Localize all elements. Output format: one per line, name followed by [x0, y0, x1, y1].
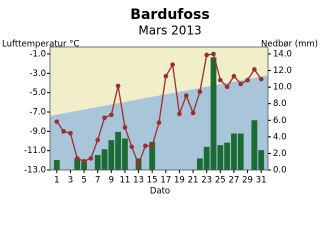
x-tick-label: 1	[54, 176, 59, 186]
chart: Bardufoss Mars 2013 Lufttemperatur °C Ne…	[2, 7, 318, 197]
bar	[196, 158, 203, 170]
marker	[129, 144, 135, 150]
y2-tick-label: 6.0	[273, 116, 287, 126]
marker	[211, 51, 216, 57]
y-tick-label: -1.0	[29, 50, 46, 60]
marker	[156, 120, 162, 125]
marker	[258, 76, 264, 82]
marker	[136, 161, 141, 167]
bar	[81, 161, 87, 170]
chart-subtitle: Mars 2013	[138, 24, 201, 38]
marker	[68, 130, 73, 136]
y-tick-label: -11.0	[24, 146, 46, 156]
marker	[197, 89, 203, 94]
marker	[54, 119, 60, 124]
y2-tick-label: 12.0	[273, 66, 292, 76]
chart-title: Bardufoss	[130, 7, 209, 23]
marker	[231, 73, 237, 79]
y-tick-label: -5.0	[29, 88, 46, 98]
x-tick-label: 3	[68, 176, 73, 186]
marker	[115, 83, 121, 89]
y-axis-label: Lufttemperatur °C	[2, 40, 79, 50]
marker	[122, 125, 128, 130]
x-tick-label: 21	[188, 176, 199, 186]
marker	[183, 93, 189, 98]
x-tick-label: 31	[256, 176, 267, 186]
marker	[149, 143, 155, 149]
y2-axis-label: Nedbør (mm)	[261, 40, 318, 50]
plot-frame	[49, 46, 269, 171]
x-tick-label: 19	[174, 176, 185, 186]
marker	[177, 111, 182, 117]
x-tick-label: 27	[229, 176, 240, 186]
marker	[224, 84, 230, 90]
y-tick-label: -7.0	[29, 108, 46, 118]
bar	[237, 133, 244, 170]
y-tick-label: -13.0	[24, 166, 46, 176]
x-tick-label: 9	[109, 176, 114, 186]
bar	[74, 158, 81, 170]
x-tick-label: 23	[201, 176, 212, 186]
x-tick-label: 7	[95, 176, 100, 186]
y2-tick-label: 0.0	[273, 166, 287, 176]
bar	[210, 57, 217, 170]
marker	[238, 81, 244, 87]
y2-tick-label: 8.0	[273, 99, 287, 109]
marker	[88, 156, 94, 161]
y2-tick-label: 2.0	[273, 149, 287, 159]
x-tick-label: 11	[120, 176, 131, 186]
y-tick-label: -9.0	[29, 127, 46, 137]
bar	[122, 138, 128, 170]
marker	[143, 143, 148, 149]
marker	[74, 156, 80, 161]
bar	[203, 146, 210, 170]
marker	[102, 115, 107, 121]
bar	[115, 131, 122, 170]
y2-tick-label: 4.0	[273, 132, 287, 142]
x-axis-label: Dato	[150, 187, 170, 197]
marker	[190, 110, 196, 116]
x-tick-label: 15	[147, 176, 158, 186]
x-tick-label: 17	[160, 176, 171, 186]
x-tick-label: 29	[242, 176, 253, 186]
bar	[217, 145, 224, 170]
marker	[218, 77, 223, 83]
bar	[224, 142, 231, 170]
marker	[95, 137, 100, 143]
marker	[170, 62, 175, 67]
marker	[61, 129, 66, 134]
bar	[258, 150, 265, 170]
y-tick-label: -3.0	[29, 69, 46, 79]
bar	[108, 140, 115, 170]
marker	[81, 159, 87, 164]
marker	[204, 52, 209, 58]
bar	[251, 120, 258, 170]
x-tick-label: 5	[81, 176, 86, 186]
bar	[53, 160, 60, 170]
bar	[231, 133, 237, 170]
marker	[252, 67, 257, 72]
marker	[109, 112, 114, 118]
x-tick-label: 13	[133, 176, 144, 186]
x-tick-label: 25	[215, 176, 226, 186]
y2-tick-label: 10.0	[273, 83, 292, 93]
bar	[94, 155, 101, 170]
marker	[245, 77, 250, 83]
bar	[101, 149, 108, 170]
marker	[163, 73, 169, 79]
bar	[149, 141, 156, 170]
y2-tick-label: 14.0	[273, 50, 292, 60]
